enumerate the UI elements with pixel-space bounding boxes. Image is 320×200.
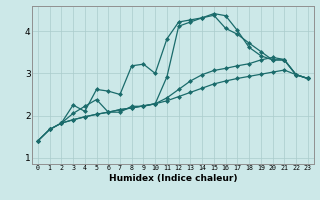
X-axis label: Humidex (Indice chaleur): Humidex (Indice chaleur) <box>108 174 237 183</box>
